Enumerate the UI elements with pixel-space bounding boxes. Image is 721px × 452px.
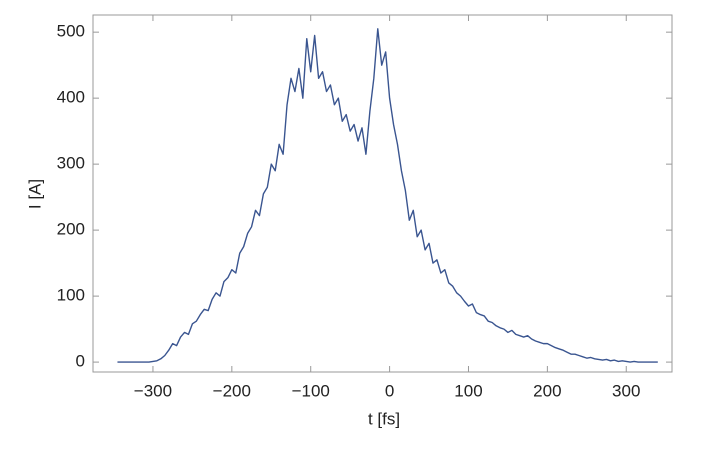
x-axis-label: t [fs] (368, 409, 400, 428)
y-tick-label: 0 (76, 352, 85, 371)
data-line (117, 28, 658, 363)
x-tick-label: −100 (292, 381, 330, 400)
x-tick-label: 100 (454, 381, 482, 400)
x-tick-label: −200 (213, 381, 251, 400)
x-tick-label: −300 (134, 381, 172, 400)
y-axis-label: I [A] (25, 179, 44, 209)
y-tick-label: 100 (57, 286, 85, 305)
x-tick-label: 300 (612, 381, 640, 400)
y-tick-label: 300 (57, 154, 85, 173)
y-tick-label: 400 (57, 88, 85, 107)
y-tick-label: 500 (57, 22, 85, 41)
plot-frame (92, 14, 673, 373)
x-tick-label: 0 (385, 381, 394, 400)
x-tick-label: 200 (533, 381, 561, 400)
y-tick-label: 200 (57, 220, 85, 239)
